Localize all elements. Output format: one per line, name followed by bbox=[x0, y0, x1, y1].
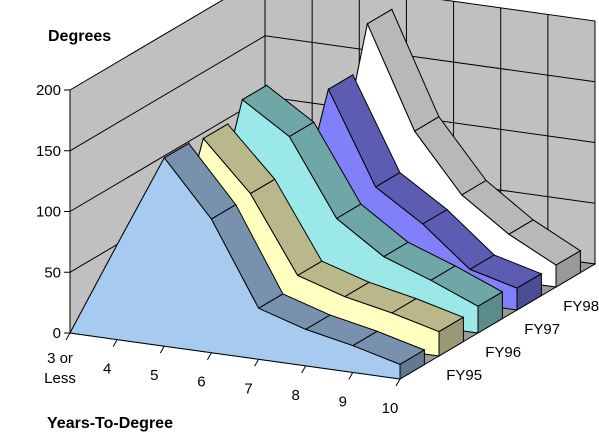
y-axis-ticks: 0 50 100 150 200 bbox=[36, 82, 70, 342]
x-tick-mark bbox=[206, 352, 212, 360]
x-tick-mark bbox=[254, 359, 260, 367]
y-tick-label: 150 bbox=[36, 143, 61, 160]
x-tick-label: 5 bbox=[150, 367, 158, 384]
series-label-fy96: FY96 bbox=[485, 344, 521, 361]
y-tick-label: 50 bbox=[44, 264, 61, 281]
chart-series-areas bbox=[68, 8, 582, 380]
x-tick-label: 6 bbox=[197, 374, 205, 391]
x-tick-label: 3 or bbox=[47, 350, 73, 367]
y-tick-label: 200 bbox=[36, 82, 61, 99]
x-tick-mark bbox=[395, 378, 401, 387]
series-label-fy95: FY95 bbox=[446, 367, 482, 384]
x-tick-mark bbox=[159, 345, 165, 354]
x-tick-mark bbox=[301, 365, 307, 374]
x-tick-mark bbox=[348, 372, 354, 380]
x-tick-mark bbox=[65, 332, 71, 341]
x-tick-label: 9 bbox=[339, 393, 347, 410]
x-axis-title: Years-To-Degree bbox=[47, 415, 173, 432]
x-tick-label: 7 bbox=[244, 380, 252, 397]
series-fy95 bbox=[68, 142, 426, 380]
x-axis-ticks: 3 or Less 4 5 6 7 8 9 10 bbox=[44, 332, 401, 417]
series-labels: FY95FY96FY97FY98FY99 bbox=[446, 298, 599, 384]
gridline bbox=[69, 35, 596, 152]
series-label-fy98: FY98 bbox=[563, 298, 599, 315]
x-tick-label: Less bbox=[44, 370, 76, 387]
series-front-face bbox=[69, 156, 401, 380]
y-tick-label: 0 bbox=[53, 325, 61, 342]
series-label-fy97: FY97 bbox=[524, 321, 560, 338]
x-tick-label: 8 bbox=[292, 387, 300, 404]
x-tick-mark bbox=[112, 339, 118, 347]
y-axis-title: Degrees bbox=[48, 28, 111, 45]
x-tick-label: 10 bbox=[382, 400, 399, 417]
x-tick-label: 4 bbox=[103, 361, 111, 378]
y-tick-label: 100 bbox=[36, 204, 61, 221]
